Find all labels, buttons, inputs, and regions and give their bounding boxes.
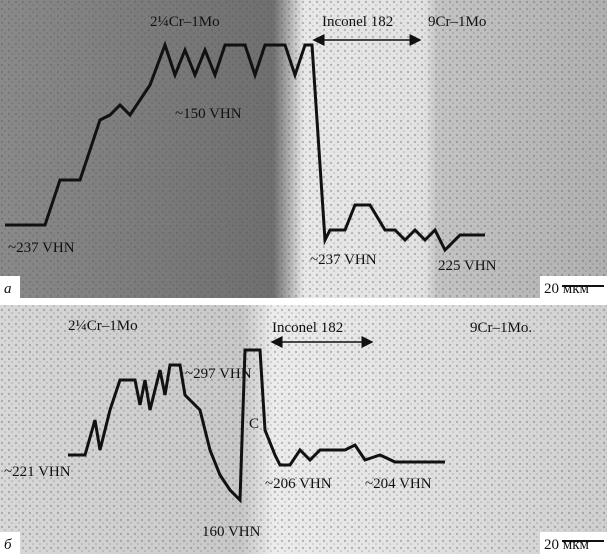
annotation: 160 VHN <box>202 524 261 540</box>
annotation: ~206 VHN <box>265 476 332 492</box>
annotation: ~237 VHN <box>8 240 75 256</box>
panel-a: 2¼Cr–1Mo Inconel 182 9Cr–1Mo ~150 VHN ~2… <box>0 0 607 298</box>
panel-letter: а <box>4 281 12 297</box>
alloy-label: Inconel 182 <box>272 320 343 336</box>
panel-b: 2¼Cr–1Mo Inconel 182 9Cr–1Mo. ~297 VHN C… <box>0 305 607 554</box>
annotation: 225 VHN <box>438 258 497 274</box>
alloy-label: Inconel 182 <box>322 14 393 30</box>
scale-label: 20 мкм <box>544 281 590 297</box>
figure: 2¼Cr–1Mo Inconel 182 9Cr–1Mo ~150 VHN ~2… <box>0 0 607 554</box>
alloy-label: 2¼Cr–1Mo <box>150 14 220 30</box>
panel-letter: б <box>4 537 12 553</box>
annotation: ~150 VHN <box>175 106 242 122</box>
scale-label: 20 мкм <box>544 537 590 553</box>
page: {"panels": [ {"letter": "а", "left_alloy… <box>0 0 607 554</box>
annotation: ~204 VHN <box>365 476 432 492</box>
annotation: ~221 VHN <box>4 464 71 480</box>
alloy-label: 9Cr–1Mo. <box>470 320 532 336</box>
annotation: C <box>249 416 259 432</box>
annotation: ~297 VHN <box>185 366 252 382</box>
annotation: ~237 VHN <box>310 252 377 268</box>
alloy-label: 9Cr–1Mo <box>428 14 486 30</box>
alloy-label: 2¼Cr–1Mo <box>68 318 138 334</box>
